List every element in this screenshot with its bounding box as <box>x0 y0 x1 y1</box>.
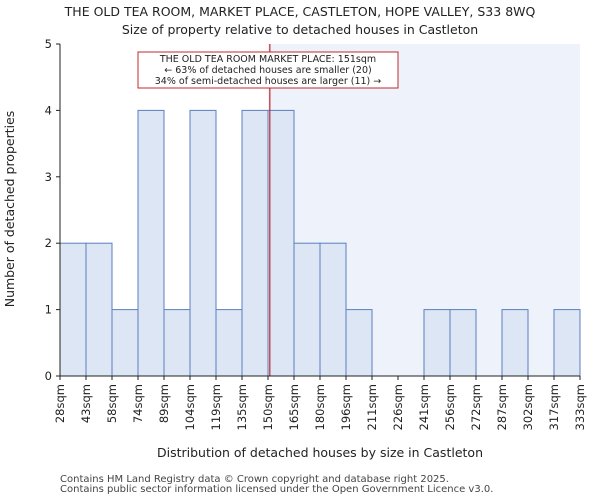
x-tick-label-119sqm: 119sqm <box>209 384 223 430</box>
x-tick-label-272sqm: 272sqm <box>469 384 483 430</box>
bar-58sqm <box>111 309 139 377</box>
x-tick-label-165sqm: 165sqm <box>287 384 301 430</box>
x-tick-label-211sqm: 211sqm <box>365 384 379 430</box>
annotation-line-3: 34% of semi-detached houses are larger (… <box>155 76 382 87</box>
x-tick-label-28sqm: 28sqm <box>53 384 67 423</box>
x-tick-label-333sqm: 333sqm <box>573 384 587 430</box>
bar-74sqm <box>137 109 165 377</box>
footer-line-2: Contains public sector information licen… <box>60 484 494 495</box>
y-tick-label-1: 1 <box>45 303 52 317</box>
x-tick-label-241sqm: 241sqm <box>417 384 431 430</box>
x-tick-label-58sqm: 58sqm <box>105 384 119 423</box>
annotation-box: THE OLD TEA ROOM MARKET PLACE: 151sqm ← … <box>137 51 399 89</box>
bar-104sqm <box>189 109 217 377</box>
x-tick-label-180sqm: 180sqm <box>313 384 327 430</box>
bar-317sqm <box>553 309 581 377</box>
chart-title: THE OLD TEA ROOM, MARKET PLACE, CASTLETO… <box>64 4 536 19</box>
bar-89sqm <box>163 309 191 377</box>
bar-256sqm <box>449 309 477 377</box>
y-tick-label-5: 5 <box>45 37 52 51</box>
x-tick-label-287sqm: 287sqm <box>495 384 509 430</box>
x-tick-labels: 28sqm 43sqm 58sqm 74sqm 89sqm 104sqm 119sqm 135… <box>53 376 587 430</box>
x-tick-label-135sqm: 135sqm <box>235 384 249 430</box>
annotation-line-2: ← 63% of detached houses are smaller (20… <box>164 65 371 76</box>
x-tick-label-226sqm: 226sqm <box>391 384 405 430</box>
bar-150sqm <box>267 109 295 377</box>
bar-135sqm <box>241 109 269 377</box>
x-tick-label-302sqm: 302sqm <box>521 384 535 430</box>
bar-180sqm <box>319 242 347 377</box>
x-tick-label-89sqm: 89sqm <box>157 384 171 423</box>
y-axis-label: Number of detached properties <box>2 111 17 308</box>
bar-165sqm <box>293 242 321 377</box>
bars-group <box>59 109 581 377</box>
annotation-line-1: THE OLD TEA ROOM MARKET PLACE: 151sqm <box>159 54 376 65</box>
annotation-border <box>137 51 399 89</box>
bar-287sqm <box>501 309 529 377</box>
y-tick-labels: 0 1 2 3 4 5 <box>45 37 60 383</box>
y-tick-label-4: 4 <box>45 103 52 117</box>
x-tick-label-256sqm: 256sqm <box>443 384 457 430</box>
bar-196sqm <box>345 309 373 377</box>
y-tick-label-0: 0 <box>45 369 52 383</box>
x-axis-label: Distribution of detached houses by size … <box>157 445 483 460</box>
chart-subtitle: Size of property relative to detached ho… <box>122 22 478 37</box>
bar-28sqm <box>59 242 87 377</box>
x-tick-label-150sqm: 150sqm <box>261 384 275 430</box>
y-tick-label-2: 2 <box>45 236 52 250</box>
x-tick-label-43sqm: 43sqm <box>79 384 93 423</box>
bar-241sqm <box>423 309 451 377</box>
x-tick-label-317sqm: 317sqm <box>547 384 561 430</box>
x-tick-label-196sqm: 196sqm <box>339 384 353 430</box>
footer-line-1: Contains HM Land Registry data © Crown c… <box>60 474 449 485</box>
bar-119sqm <box>215 309 243 377</box>
x-tick-label-104sqm: 104sqm <box>183 384 197 430</box>
y-tick-label-3: 3 <box>45 170 52 184</box>
bar-43sqm <box>85 242 113 377</box>
x-tick-label-74sqm: 74sqm <box>131 384 145 423</box>
